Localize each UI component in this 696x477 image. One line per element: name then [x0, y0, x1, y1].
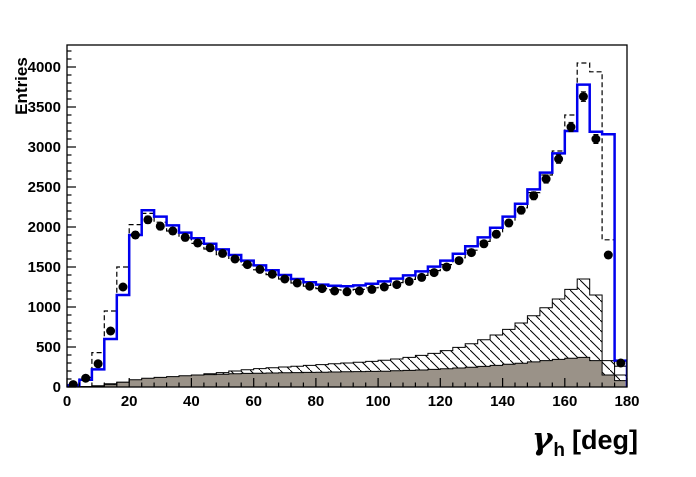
- data-point: [230, 254, 240, 264]
- data-point: [317, 284, 327, 294]
- x-tick-label: 140: [490, 393, 515, 410]
- y-tick-label: 3500: [28, 99, 61, 116]
- blue-histogram: [67, 83, 627, 387]
- x-tick-label: 120: [428, 393, 453, 410]
- data-point: [255, 264, 265, 274]
- data-point: [392, 280, 402, 290]
- data-point: [578, 91, 588, 102]
- data-point: [566, 121, 576, 133]
- x-tick-label: 80: [308, 393, 325, 410]
- data-point: [479, 239, 489, 249]
- plot-frame: [66, 44, 628, 388]
- data-point: [193, 238, 203, 248]
- data-point: [205, 243, 215, 253]
- x-tick-label: 60: [245, 393, 262, 410]
- y-tick-label: 500: [36, 339, 61, 356]
- data-point: [155, 221, 165, 231]
- data-point: [516, 205, 526, 215]
- data-point: [93, 359, 103, 369]
- data-point: [554, 154, 564, 164]
- data-point: [143, 215, 153, 225]
- y-tick-label: 0: [53, 379, 61, 396]
- data-point: [454, 256, 464, 266]
- data-point: [81, 373, 91, 383]
- data-point: [118, 282, 128, 292]
- data-point: [529, 191, 539, 201]
- data-point: [305, 281, 315, 291]
- y-tick-label: 3000: [28, 139, 61, 156]
- data-point: [591, 134, 601, 144]
- y-tick-label: 2500: [28, 179, 61, 196]
- tick-label-layer: 0 20 40 60 80 100 120 140 160 180 0 500 1000 1500 2000…: [28, 59, 640, 410]
- data-point: [106, 326, 116, 336]
- x-tick-label: 100: [366, 393, 391, 410]
- data-point: [292, 278, 302, 288]
- data-point: [130, 230, 140, 240]
- data-point: [442, 262, 452, 272]
- data-point: [267, 269, 277, 279]
- data-point: [404, 276, 414, 286]
- data-points: [68, 91, 626, 387]
- data-point: [330, 286, 340, 296]
- series-layer: [67, 62, 627, 387]
- x-tick-label: 160: [552, 393, 577, 410]
- y-tick-label: 2000: [28, 219, 61, 236]
- data-point: [280, 274, 290, 284]
- x-tick-label: 20: [121, 393, 138, 410]
- y-axis-title: Entries: [12, 57, 31, 115]
- y-tick-label: 1000: [28, 299, 61, 316]
- data-point: [603, 250, 613, 260]
- data-point: [242, 260, 252, 270]
- data-point: [168, 226, 178, 236]
- gray-filled-histogram: [67, 356, 627, 387]
- data-point: [180, 232, 190, 242]
- data-point: [541, 174, 551, 184]
- data-point: [417, 272, 427, 282]
- data-point: [491, 229, 501, 239]
- x-axis-unit: [deg]: [572, 425, 638, 455]
- y-tick-label: 4000: [28, 59, 61, 76]
- data-point: [218, 248, 228, 258]
- data-point: [504, 218, 514, 228]
- data-point: [616, 358, 626, 368]
- x-tick-label: 0: [63, 393, 71, 410]
- data-point: [354, 286, 364, 296]
- x-tick-label: 40: [183, 393, 200, 410]
- data-point: [367, 284, 377, 294]
- x-axis-ticks: [66, 378, 628, 387]
- gamma-subscript: h: [553, 440, 565, 461]
- data-point: [68, 380, 78, 387]
- y-tick-labels: 0 500 1000 1500 2000 2500 3000 3500 4000: [28, 59, 61, 396]
- gamma-symbol: γ: [532, 421, 554, 457]
- y-tick-label: 1500: [28, 259, 61, 276]
- x-tick-labels: 0 20 40 60 80 100 120 140 160 180: [63, 393, 640, 410]
- data-point: [342, 287, 352, 297]
- x-axis-title: γh [deg]: [532, 421, 638, 461]
- data-point: [429, 268, 439, 278]
- y-axis-ticks: [67, 50, 76, 388]
- x-tick-label: 180: [614, 393, 639, 410]
- data-point: [466, 248, 476, 258]
- axis-layer: [66, 44, 628, 388]
- data-point: [379, 282, 389, 292]
